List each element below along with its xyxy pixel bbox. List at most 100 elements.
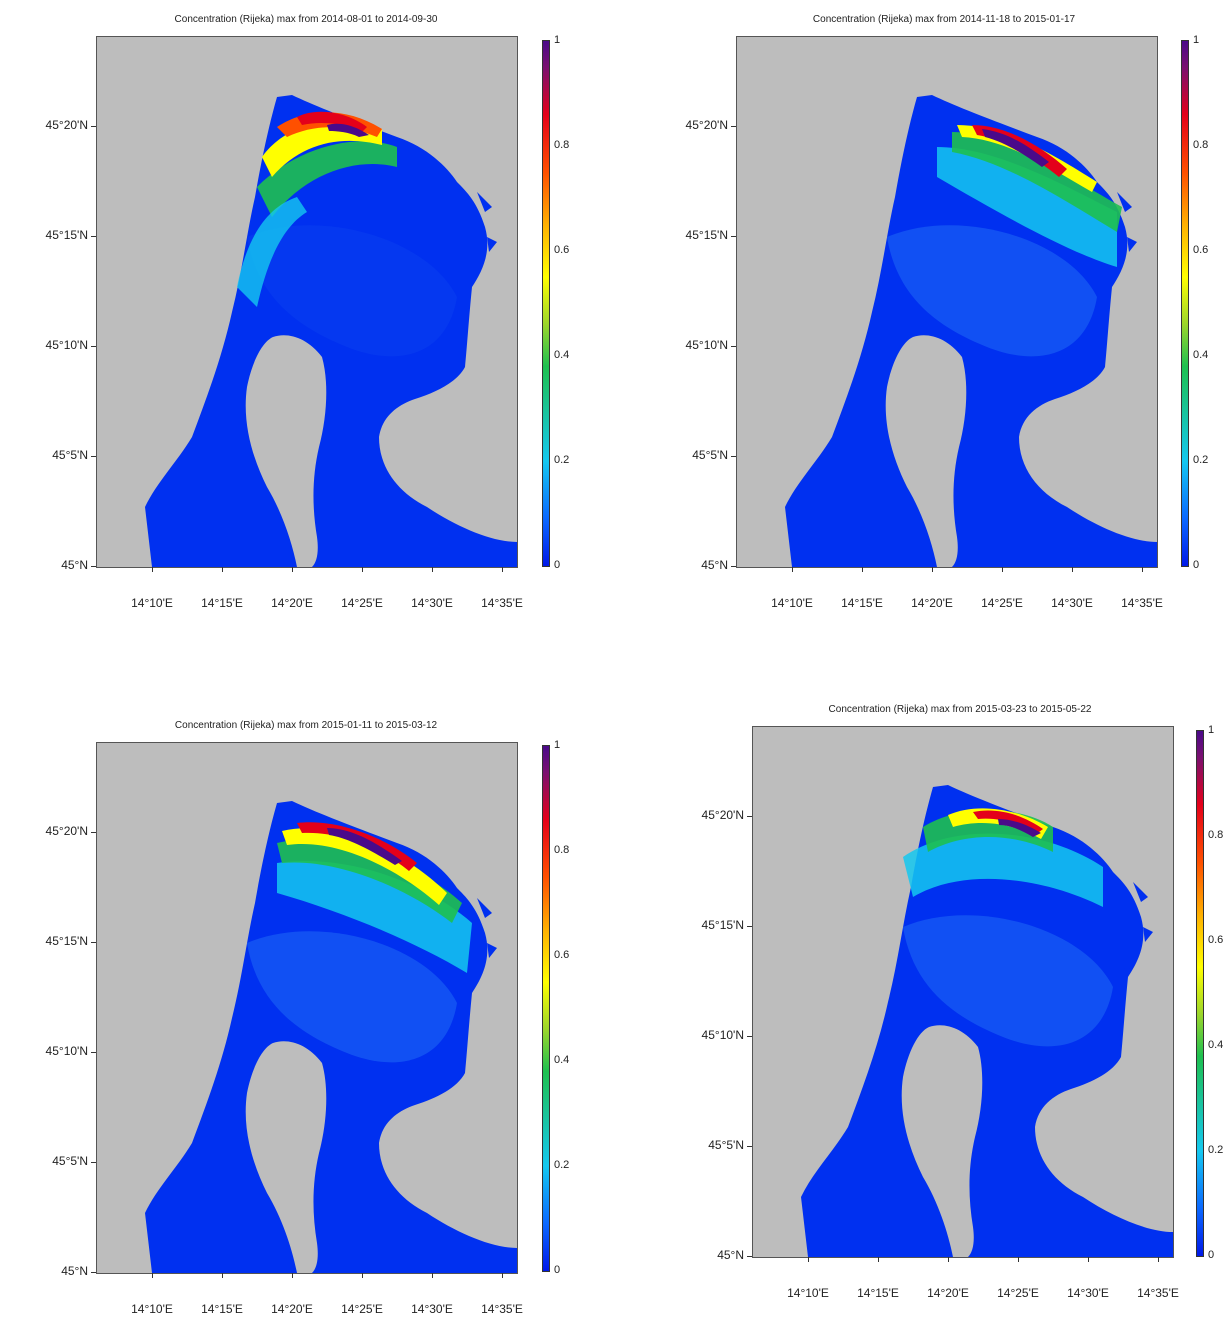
lon-tick <box>222 567 223 572</box>
concentration-plume <box>957 125 1097 192</box>
concentration-plume <box>998 819 1041 837</box>
sea-concentration-map <box>801 785 1173 1257</box>
lon-tick <box>948 1257 949 1262</box>
coastal-inlets <box>1107 192 1137 282</box>
lat-tick <box>731 126 736 127</box>
lon-tick <box>862 567 863 572</box>
lon-tick <box>932 567 933 572</box>
island-landmass <box>885 335 967 567</box>
longitude-label: 14°15'E <box>841 596 883 610</box>
lat-tick <box>91 1052 96 1053</box>
colorbar-label: 0 <box>554 559 561 571</box>
interior-tint <box>247 931 457 1063</box>
longitude-label: 14°10'E <box>131 1302 173 1316</box>
lat-tick <box>91 346 96 347</box>
lon-tick <box>1072 567 1073 572</box>
latitude-label: 45°5'N <box>52 448 88 462</box>
lon-tick <box>362 567 363 572</box>
latitude-label: 45°10'N <box>45 338 88 352</box>
coastal-inlets <box>467 898 497 988</box>
colorbar-label: 1 <box>554 739 561 751</box>
lon-tick <box>292 567 293 572</box>
latitude-label: 45°10'N <box>701 1028 744 1042</box>
colorbar-label: 0.2 <box>1208 1144 1224 1156</box>
latitude-label: 45°N <box>61 558 88 572</box>
lat-tick <box>91 456 96 457</box>
lat-tick <box>731 236 736 237</box>
colorbar-label: 0.8 <box>1208 829 1224 841</box>
concentration-plume <box>297 822 417 871</box>
lon-tick <box>362 1273 363 1278</box>
lat-tick <box>91 236 96 237</box>
colorbar-label: 0.4 <box>1193 349 1209 361</box>
lon-tick <box>432 1273 433 1278</box>
lat-tick <box>747 816 752 817</box>
longitude-label: 14°10'E <box>131 596 173 610</box>
concentration-plume <box>277 839 462 923</box>
lat-tick <box>91 566 96 567</box>
colorbar-label: 0.8 <box>554 139 570 151</box>
latitude-label: 45°10'N <box>685 338 728 352</box>
longitude-label: 14°15'E <box>201 1302 243 1316</box>
latitude-label: 45°15'N <box>701 918 744 932</box>
lon-tick <box>1158 1257 1159 1262</box>
latitude-label: 45°5'N <box>708 1138 744 1152</box>
lon-tick <box>1142 567 1143 572</box>
lon-tick <box>878 1257 879 1262</box>
longitude-label: 14°35'E <box>481 596 523 610</box>
lon-tick <box>152 567 153 572</box>
sea-concentration-map <box>145 801 517 1273</box>
latitude-label: 45°N <box>701 558 728 572</box>
colorbar-label: 0 <box>1193 559 1200 571</box>
latitude-label: 45°N <box>717 1248 744 1262</box>
concentration-plume <box>937 147 1117 267</box>
lon-tick <box>152 1273 153 1278</box>
latitude-label: 45°15'N <box>45 228 88 242</box>
lon-tick <box>792 567 793 572</box>
lon-tick <box>502 1273 503 1278</box>
panel-title: Concentration (Rijeka) max from 2014-08-… <box>174 14 438 25</box>
lat-tick <box>731 566 736 567</box>
lat-tick <box>731 456 736 457</box>
colorbar-label: 0 <box>1208 1249 1215 1261</box>
lon-tick <box>1002 567 1003 572</box>
latitude-label: 45°20'N <box>701 808 744 822</box>
colorbar-label: 0.8 <box>554 844 570 856</box>
interior-tint <box>247 225 457 357</box>
concentration-plume <box>277 861 472 973</box>
lat-tick <box>91 832 96 833</box>
longitude-label: 14°30'E <box>411 596 453 610</box>
coastal-inlets <box>467 192 497 282</box>
colorbar-label: 0.4 <box>1208 1039 1224 1051</box>
lat-tick <box>747 926 752 927</box>
longitude-label: 14°30'E <box>411 1302 453 1316</box>
concentration-plume <box>982 129 1049 167</box>
colorbar-label: 0.6 <box>554 244 570 256</box>
colorbar-label: 0.2 <box>554 1159 570 1171</box>
island-landmass <box>245 335 327 567</box>
colorbar-label: 0.2 <box>1193 454 1209 466</box>
colorbar-label: 1 <box>1208 724 1215 736</box>
lat-tick <box>747 1036 752 1037</box>
lat-tick <box>91 126 96 127</box>
latitude-label: 45°10'N <box>45 1044 88 1058</box>
sea-concentration-map <box>145 95 517 567</box>
longitude-label: 14°15'E <box>201 596 243 610</box>
latitude-label: 45°20'N <box>685 118 728 132</box>
interior-tint <box>887 225 1097 357</box>
concentration-plume <box>327 828 402 865</box>
lat-tick <box>91 1272 96 1273</box>
longitude-label: 14°30'E <box>1051 596 1093 610</box>
longitude-label: 14°20'E <box>927 1286 969 1300</box>
colorbar <box>542 745 550 1272</box>
island-landmass <box>245 1041 327 1273</box>
sea-concentration-map <box>785 95 1157 567</box>
map-frame <box>96 36 518 568</box>
longitude-label: 14°25'E <box>341 1302 383 1316</box>
lon-tick <box>1018 1257 1019 1262</box>
map-frame <box>752 726 1174 1258</box>
concentration-plume <box>952 132 1122 232</box>
longitude-label: 14°25'E <box>981 596 1023 610</box>
colorbar <box>1181 40 1189 567</box>
longitude-label: 14°35'E <box>1137 1286 1179 1300</box>
